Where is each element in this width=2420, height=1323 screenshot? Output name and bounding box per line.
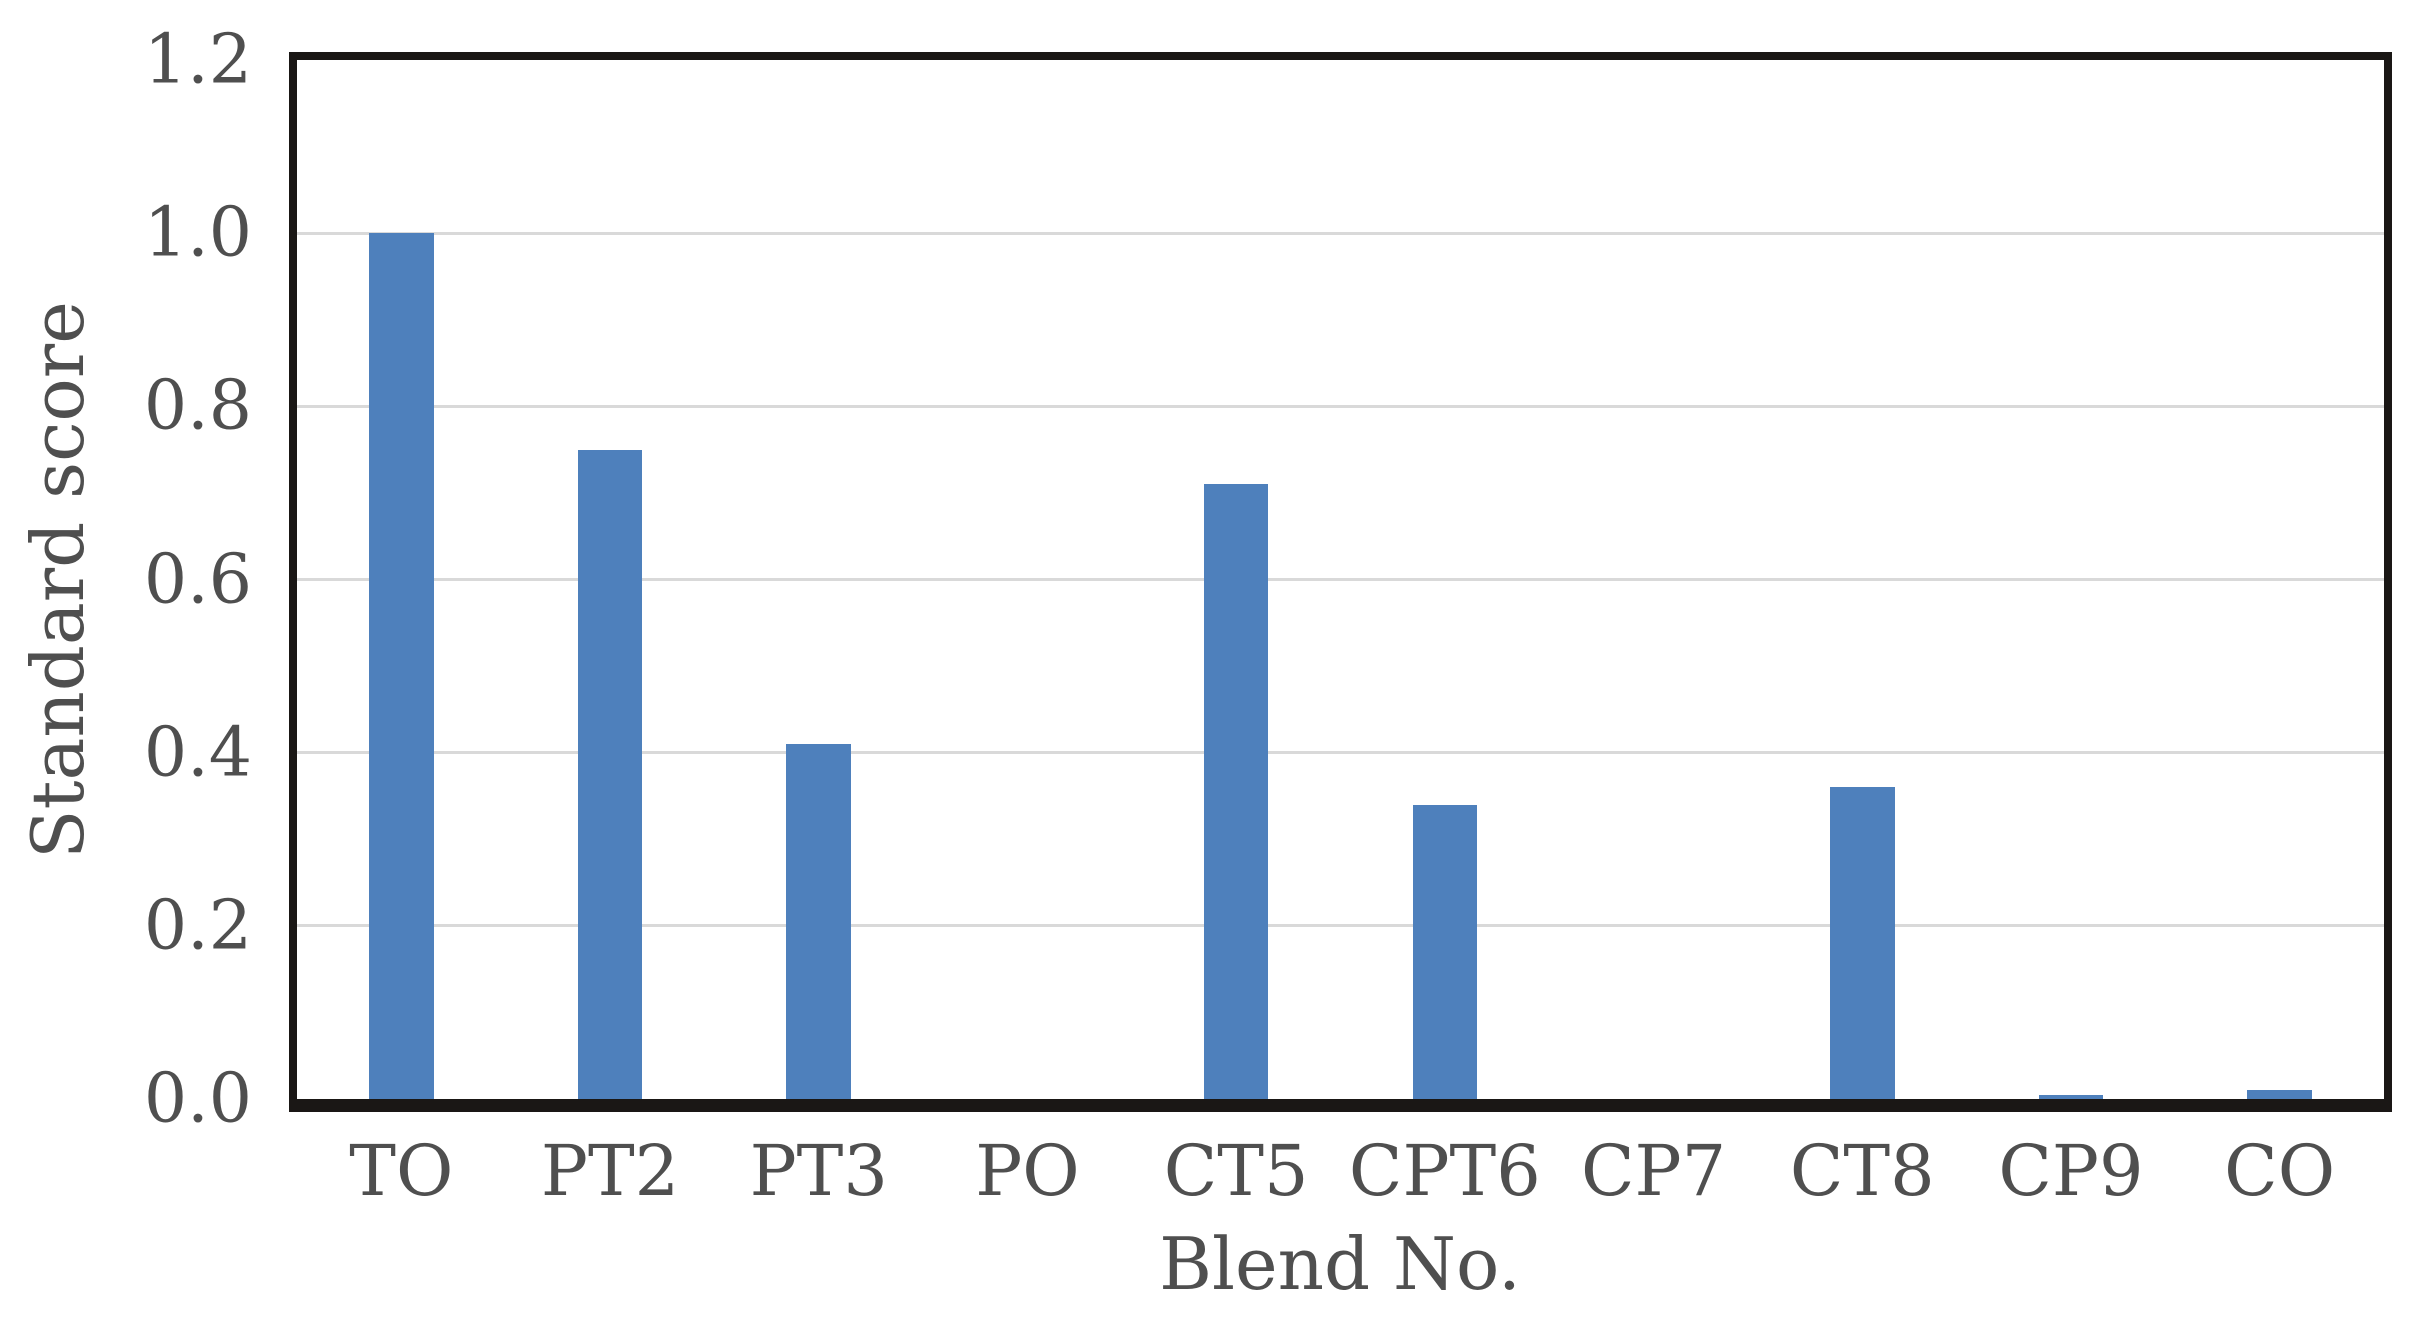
- x-tick-label-pt2: PT2: [540, 1130, 680, 1212]
- x-tick-label-cp7: CP7: [1580, 1130, 1727, 1212]
- x-tick-label-ct8: CT8: [1789, 1130, 1935, 1212]
- bar-cpt6: [1412, 804, 1478, 1099]
- y-axis-tick-labels: 0.0 0.2 0.4 0.6 0.8 1.0 1.2: [0, 21, 252, 1139]
- x-tick-label-cp9: CP9: [1998, 1130, 2144, 1212]
- x-tick-label-ct5: CT5: [1163, 1130, 1309, 1212]
- gridline: [297, 231, 2384, 235]
- x-axis-title: Blend No.: [1159, 1222, 1521, 1306]
- bar-pt2: [577, 449, 643, 1099]
- gridline: [297, 751, 2384, 755]
- gridline: [297, 924, 2384, 928]
- bar-ct5: [1203, 484, 1269, 1099]
- gridline: [297, 578, 2384, 581]
- y-tick-label-0.6: 0.6: [143, 540, 252, 619]
- y-tick-label-0.2: 0.2: [143, 886, 252, 966]
- bar-pt3: [786, 744, 852, 1099]
- x-tick-label-pt3: PT3: [749, 1130, 888, 1212]
- bar-co: [2247, 1090, 2312, 1099]
- x-tick-label-po: PO: [975, 1130, 1080, 1212]
- y-tick-label-0.8: 0.8: [143, 366, 252, 446]
- x-axis-tick-labels: TO PT2 PT3 PO CT5 CPT6 CP7 CT8 CP9 CO: [297, 1130, 2384, 1225]
- y-tick-label-1.2: 1.2: [143, 20, 252, 100]
- y-tick-label-0.0: 0.0: [143, 1059, 252, 1139]
- y-tick-label-0.4: 0.4: [143, 713, 252, 793]
- x-tick-label-co: CO: [2224, 1130, 2336, 1212]
- plot-area: [289, 52, 2392, 1112]
- gridline: [297, 404, 2384, 408]
- bar-cp9: [2038, 1094, 2104, 1099]
- bar-to: [369, 233, 434, 1099]
- x-tick-label-cpt6: CPT6: [1348, 1130, 1541, 1212]
- bar-ct8: [1829, 787, 1895, 1099]
- y-tick-label-1.0: 1.0: [143, 193, 252, 273]
- x-tick-label-to: TO: [349, 1130, 454, 1212]
